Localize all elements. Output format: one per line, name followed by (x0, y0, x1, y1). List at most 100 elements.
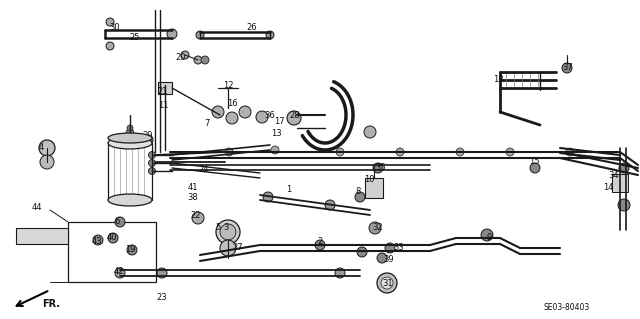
Circle shape (220, 224, 236, 240)
Circle shape (115, 268, 125, 278)
Circle shape (355, 192, 365, 202)
Text: 19: 19 (125, 246, 135, 255)
Text: 34: 34 (609, 170, 620, 180)
Text: 38: 38 (188, 194, 198, 203)
Circle shape (194, 56, 202, 64)
Circle shape (266, 31, 274, 39)
Circle shape (225, 148, 233, 156)
Circle shape (385, 243, 395, 253)
Circle shape (456, 148, 464, 156)
Text: 3: 3 (223, 224, 228, 233)
Circle shape (239, 106, 251, 118)
Circle shape (481, 229, 493, 241)
Text: 20: 20 (176, 53, 186, 62)
Circle shape (108, 233, 118, 243)
Text: 12: 12 (223, 80, 233, 90)
Circle shape (562, 63, 572, 73)
Circle shape (335, 268, 345, 278)
Text: 30: 30 (109, 24, 120, 33)
Circle shape (315, 240, 325, 250)
Circle shape (530, 163, 540, 173)
Text: 44: 44 (32, 204, 42, 212)
Circle shape (127, 125, 133, 131)
Text: 26: 26 (246, 24, 257, 33)
Text: 17: 17 (274, 117, 284, 127)
Text: 39: 39 (384, 256, 394, 264)
Circle shape (40, 155, 54, 169)
Text: 9: 9 (486, 234, 492, 242)
Text: 5: 5 (216, 222, 221, 232)
Text: 18: 18 (493, 76, 503, 85)
Text: 14: 14 (603, 182, 613, 191)
Text: 27: 27 (233, 243, 243, 253)
Text: 37: 37 (563, 63, 573, 72)
Circle shape (39, 140, 55, 156)
Circle shape (216, 220, 240, 244)
Circle shape (618, 199, 630, 211)
Circle shape (377, 273, 397, 293)
Text: 41: 41 (188, 183, 198, 192)
Circle shape (93, 235, 103, 245)
Circle shape (201, 56, 209, 64)
Circle shape (566, 148, 574, 156)
Bar (365, 178, 383, 198)
Circle shape (157, 268, 167, 278)
Text: 25: 25 (130, 33, 140, 42)
Circle shape (148, 167, 156, 174)
Text: 4: 4 (38, 144, 44, 152)
Circle shape (220, 240, 236, 256)
Circle shape (192, 212, 204, 224)
Text: 22: 22 (191, 211, 201, 219)
Text: 16: 16 (227, 99, 237, 108)
Text: 6: 6 (115, 218, 120, 226)
Text: 32: 32 (372, 224, 383, 233)
Circle shape (106, 18, 114, 26)
Text: 2: 2 (317, 236, 323, 246)
Bar (612, 174, 628, 192)
Text: 10: 10 (364, 175, 374, 184)
Text: 31: 31 (383, 278, 394, 287)
Text: 21: 21 (157, 87, 168, 97)
Circle shape (115, 217, 125, 227)
Ellipse shape (108, 137, 152, 149)
Circle shape (148, 152, 156, 159)
Circle shape (377, 253, 387, 263)
Circle shape (226, 112, 238, 124)
Text: 28: 28 (290, 110, 300, 120)
Circle shape (506, 148, 514, 156)
Bar (16, 228, 68, 244)
Circle shape (212, 106, 224, 118)
Circle shape (287, 111, 301, 125)
Text: 29: 29 (143, 130, 153, 139)
Circle shape (396, 148, 404, 156)
Text: 24: 24 (199, 166, 209, 174)
Circle shape (126, 129, 134, 137)
Circle shape (263, 192, 273, 202)
Ellipse shape (108, 133, 152, 143)
Circle shape (256, 111, 268, 123)
Circle shape (271, 146, 279, 154)
Ellipse shape (108, 194, 152, 206)
Text: 11: 11 (157, 100, 168, 109)
Text: 23: 23 (157, 293, 167, 302)
Text: 1: 1 (286, 186, 292, 195)
Text: 42: 42 (114, 268, 124, 277)
Text: 43: 43 (92, 238, 102, 247)
Circle shape (369, 222, 381, 234)
Circle shape (167, 29, 177, 39)
Circle shape (143, 135, 153, 145)
Text: 15: 15 (529, 158, 540, 167)
Circle shape (127, 245, 137, 255)
Circle shape (619, 163, 629, 173)
Circle shape (181, 51, 189, 59)
Text: FR.: FR. (42, 299, 60, 309)
Text: 8: 8 (355, 188, 361, 197)
Text: 40: 40 (107, 234, 117, 242)
Text: 7: 7 (204, 118, 210, 128)
Text: 36: 36 (264, 110, 275, 120)
Circle shape (196, 31, 204, 39)
Circle shape (148, 160, 156, 167)
Circle shape (106, 42, 114, 50)
Bar (158, 82, 172, 94)
Bar (68, 222, 156, 282)
